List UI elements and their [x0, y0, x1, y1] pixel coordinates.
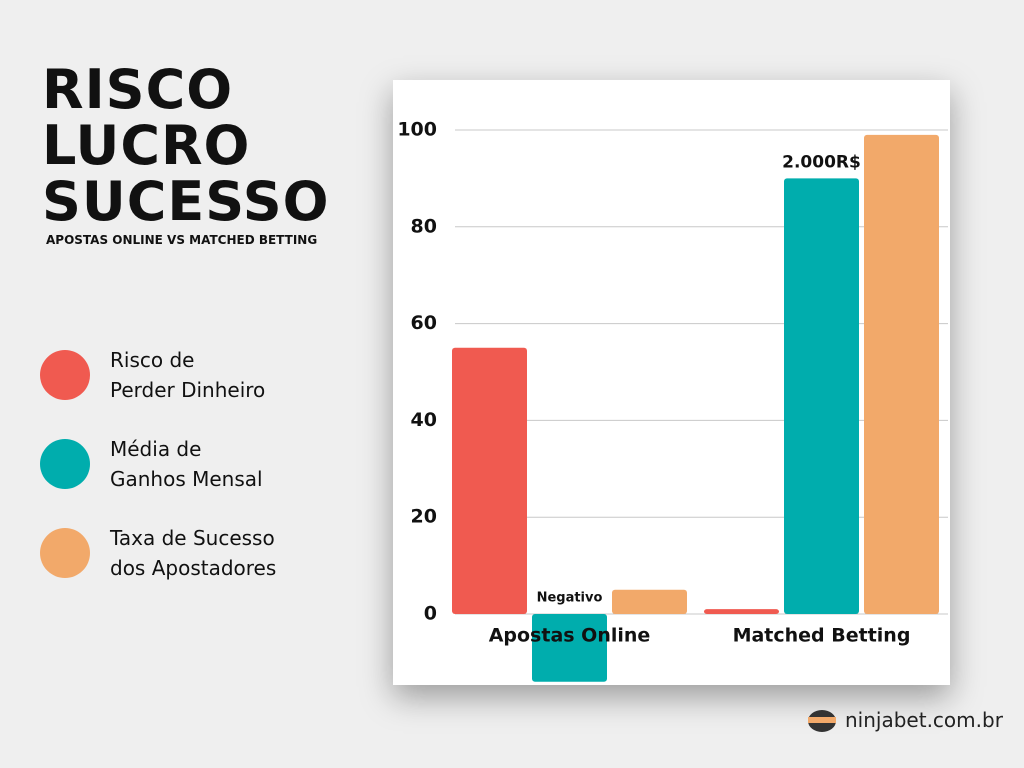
bar	[612, 589, 687, 614]
legend-item: Média de Ganhos Mensal	[40, 434, 276, 494]
y-tick-label: 20	[411, 506, 437, 528]
legend-label: Média de Ganhos Mensal	[110, 437, 263, 491]
logo	[808, 710, 836, 732]
footer: ninjabet.com.br	[845, 708, 1003, 732]
x-tick-label: Apostas Online	[489, 625, 651, 647]
title: RISCO LUCRO SUCESSO	[42, 58, 330, 233]
y-tick-label: 60	[411, 312, 437, 334]
value-label: 2.000R$	[782, 152, 861, 172]
y-tick-label: 100	[397, 119, 437, 141]
legend-swatch	[40, 350, 90, 400]
bar	[864, 134, 939, 614]
legend-item: Risco de Perder Dinheiro	[40, 345, 276, 405]
legend-label: Taxa de Sucesso dos Apostadores	[110, 526, 277, 580]
value-label: Negativo	[537, 591, 603, 606]
bar	[784, 178, 859, 614]
legend: Risco de Perder Dinheiro Média de Ganhos …	[40, 345, 276, 612]
legend-label: Risco de Perder Dinheiro	[110, 348, 266, 402]
bar	[532, 614, 607, 682]
legend-swatch	[40, 439, 90, 489]
bar	[704, 609, 779, 614]
subtitle: APOSTAS ONLINE VS MATCHED BETTING	[46, 233, 318, 247]
x-tick-label: Matched Betting	[733, 625, 911, 647]
y-tick-label: 0	[424, 603, 437, 625]
legend-swatch	[40, 528, 90, 578]
y-tick-label: 40	[411, 409, 437, 431]
y-tick-label: 80	[411, 215, 437, 237]
bar	[452, 347, 527, 614]
legend-item: Taxa de Sucesso dos Apostadores	[40, 523, 276, 583]
